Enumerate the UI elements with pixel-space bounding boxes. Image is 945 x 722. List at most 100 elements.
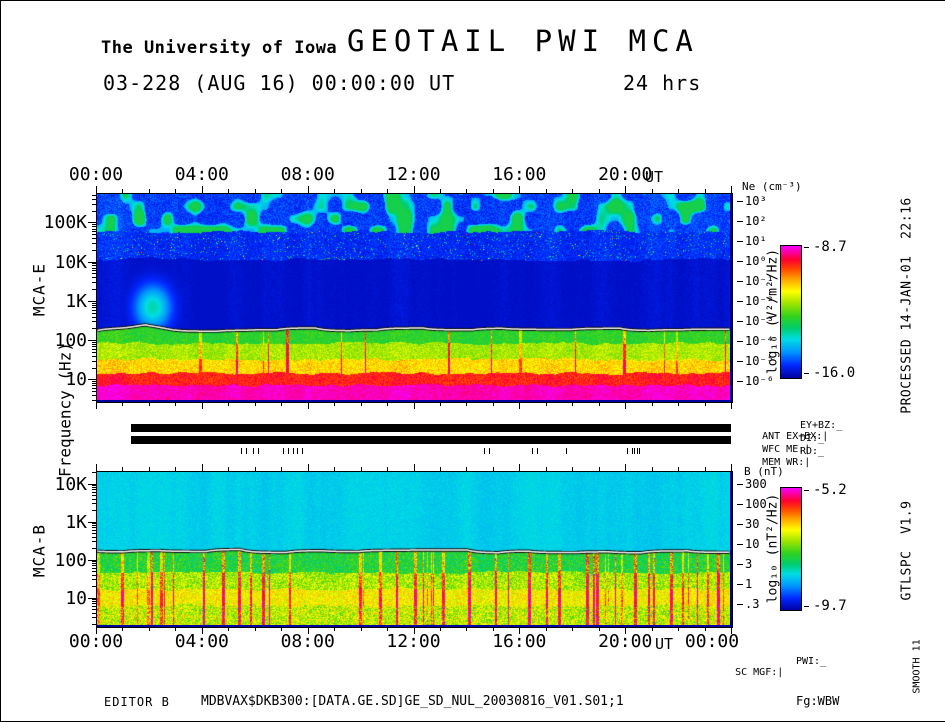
tick-mark — [92, 346, 96, 347]
tick-mark — [308, 627, 309, 634]
tick-mark — [283, 448, 284, 454]
tick-mark — [737, 201, 743, 202]
tick-mark — [361, 627, 362, 631]
tick-mark — [92, 579, 96, 580]
tick-mark — [414, 627, 415, 634]
tick-mark — [92, 310, 96, 311]
tick-mark — [92, 226, 96, 227]
tick-mark — [804, 606, 809, 607]
tick-mark — [493, 627, 494, 631]
tick-mark — [92, 624, 96, 625]
bottom-time-label: 08:00 — [280, 631, 335, 652]
tick-mark — [361, 467, 362, 471]
tick-mark — [92, 492, 96, 493]
tick-mark — [281, 467, 282, 471]
tick-mark — [288, 448, 289, 454]
tick-mark — [334, 467, 335, 471]
wfc-coverage-bar — [131, 436, 731, 444]
bottom-time-end-label: 00:00 — [684, 631, 740, 652]
tick-mark — [599, 189, 600, 193]
tick-mark — [92, 575, 96, 576]
status-mem-left-label: MEM WR:| — [762, 457, 811, 468]
tick-mark — [92, 525, 96, 526]
tick-mark — [92, 361, 96, 362]
tick-mark — [519, 402, 520, 409]
tick-mark — [387, 189, 388, 193]
tick-mark — [92, 303, 96, 304]
tick-mark — [678, 402, 679, 406]
institution-label: The University of Iowa — [101, 38, 338, 58]
tick-mark — [92, 282, 96, 283]
tick-mark — [546, 467, 547, 471]
tick-mark — [297, 448, 298, 454]
field-tick-label: 100 — [745, 497, 767, 511]
bottom-time-label: 00:00 — [68, 631, 124, 652]
program-version-note: GTLSPC V1.9 — [899, 500, 915, 601]
tick-mark — [308, 464, 309, 471]
tick-mark — [92, 199, 96, 200]
tick-mark — [88, 340, 96, 341]
tick-mark — [92, 238, 96, 239]
tick-mark — [92, 277, 96, 278]
tick-mark — [92, 211, 96, 212]
tick-mark — [572, 402, 573, 406]
tick-mark — [731, 402, 732, 409]
tick-mark — [92, 368, 96, 369]
page-title: GEOTAIL PWI MCA — [347, 24, 699, 58]
tick-mark — [546, 402, 547, 406]
tick-mark — [737, 261, 743, 262]
tick-mark — [92, 195, 96, 196]
top-time-label: 12:00 — [386, 164, 441, 185]
tick-mark — [737, 221, 743, 222]
tick-mark — [302, 448, 303, 454]
mca-e-spectrogram-panel — [96, 193, 733, 403]
tick-mark — [253, 448, 254, 454]
tick-mark — [92, 400, 96, 401]
tick-mark — [737, 524, 743, 525]
tick-mark — [625, 402, 626, 409]
tick-mark — [737, 604, 743, 605]
tick-mark — [519, 186, 520, 193]
tick-mark — [625, 186, 626, 193]
freq-tick-label: 100K — [43, 212, 87, 233]
tick-mark — [122, 467, 123, 471]
tick-mark — [634, 448, 635, 454]
tick-mark — [737, 504, 743, 505]
tick-mark — [652, 189, 653, 193]
field-tick-label: 10 — [745, 537, 760, 551]
tick-mark — [532, 448, 533, 454]
tick-mark — [92, 510, 96, 511]
tick-mark — [537, 448, 538, 454]
tick-mark — [572, 189, 573, 193]
status-wfc-left-label: WFC ME:| — [762, 444, 811, 455]
colorbar-e-min-label: -16.0 — [813, 365, 856, 381]
field-scale-title: B (nT) — [744, 465, 784, 478]
tick-mark — [334, 402, 335, 406]
density-scale-title: Ne (cm⁻³) — [742, 180, 802, 193]
colorbar-e-max-label: -8.7 — [813, 239, 847, 255]
tick-mark — [625, 627, 626, 634]
fg-label: Fg:WBW — [796, 694, 840, 708]
tick-mark — [493, 189, 494, 193]
tick-mark — [737, 361, 743, 362]
freq-tick-label: 100 — [54, 550, 87, 571]
tick-mark — [652, 402, 653, 406]
tick-mark — [678, 189, 679, 193]
status-sc-left-label: SC MGF:| — [735, 667, 784, 678]
tick-mark — [92, 356, 96, 357]
field-tick-label: .3 — [745, 597, 760, 611]
status-row-ant: ANT EX+BX:| EY+BZ:_ — [738, 420, 853, 464]
tick-mark — [241, 448, 242, 454]
tick-mark — [92, 305, 96, 306]
tick-mark — [737, 321, 743, 322]
colorbar-b-min-label: -9.7 — [813, 598, 847, 614]
tick-mark — [92, 342, 96, 343]
freq-tick-label: 10K — [54, 252, 87, 273]
tick-mark — [175, 189, 176, 193]
status-mem-right-label: RD:_ — [800, 446, 825, 457]
tick-mark — [92, 530, 96, 531]
freq-tick-label: 10 — [65, 588, 87, 609]
duration-label: 24 hrs — [623, 71, 702, 95]
tick-mark — [175, 467, 176, 471]
density-tick-label: 10⁰ — [745, 254, 767, 268]
